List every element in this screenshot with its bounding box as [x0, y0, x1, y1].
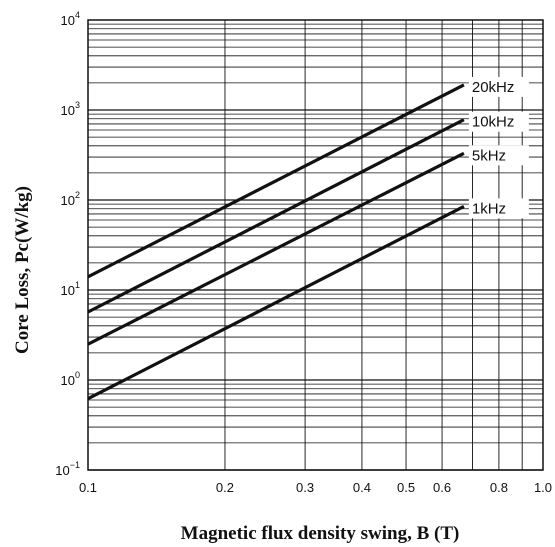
grid	[87, 20, 544, 471]
series-label: 5kHz	[472, 147, 506, 164]
y-tick-label: 103	[61, 100, 80, 118]
y-tick-label: 101	[61, 280, 80, 298]
x-tick-label: 0.8	[490, 480, 508, 495]
x-axis-title: Magnetic flux density swing, B (T)	[181, 523, 460, 544]
y-axis-ticks: 10−1 100 101 102 103 104	[55, 10, 80, 478]
y-tick-label: 102	[61, 190, 80, 208]
series-label-bg	[468, 111, 529, 132]
x-tick-label: 0.3	[296, 480, 314, 495]
x-tick-label: 0.1	[79, 480, 97, 495]
series-label-bg	[468, 145, 529, 166]
series-label: 20kHz	[472, 79, 515, 96]
series-labels: 20kHz 10kHz 5kHz 1kHz	[468, 76, 529, 219]
y-axis-title: Core Loss, Pc(W/kg)	[12, 186, 33, 354]
x-tick-label: 0.5	[397, 480, 415, 495]
y-tick-label: 10−1	[55, 460, 80, 478]
series-label: 10kHz	[472, 114, 515, 131]
x-axis-ticks: 0.1 0.2 0.3 0.4 0.5 0.6 0.8 1.0	[79, 480, 552, 495]
series-line	[87, 118, 465, 314]
series-lines	[87, 83, 465, 401]
series-line	[87, 151, 465, 346]
series-label-bg	[468, 76, 529, 97]
x-tick-label: 0.4	[353, 480, 371, 495]
series-line	[87, 204, 465, 401]
plot-frame	[87, 19, 544, 471]
series-label-bg	[468, 198, 529, 219]
y-tick-label: 104	[61, 10, 80, 28]
x-tick-label: 0.6	[433, 480, 451, 495]
x-tick-label: 1.0	[534, 480, 552, 495]
y-tick-label: 100	[61, 370, 80, 388]
x-tick-label: 0.2	[216, 480, 234, 495]
series-label: 1kHz	[472, 200, 506, 217]
series-line	[87, 83, 465, 279]
